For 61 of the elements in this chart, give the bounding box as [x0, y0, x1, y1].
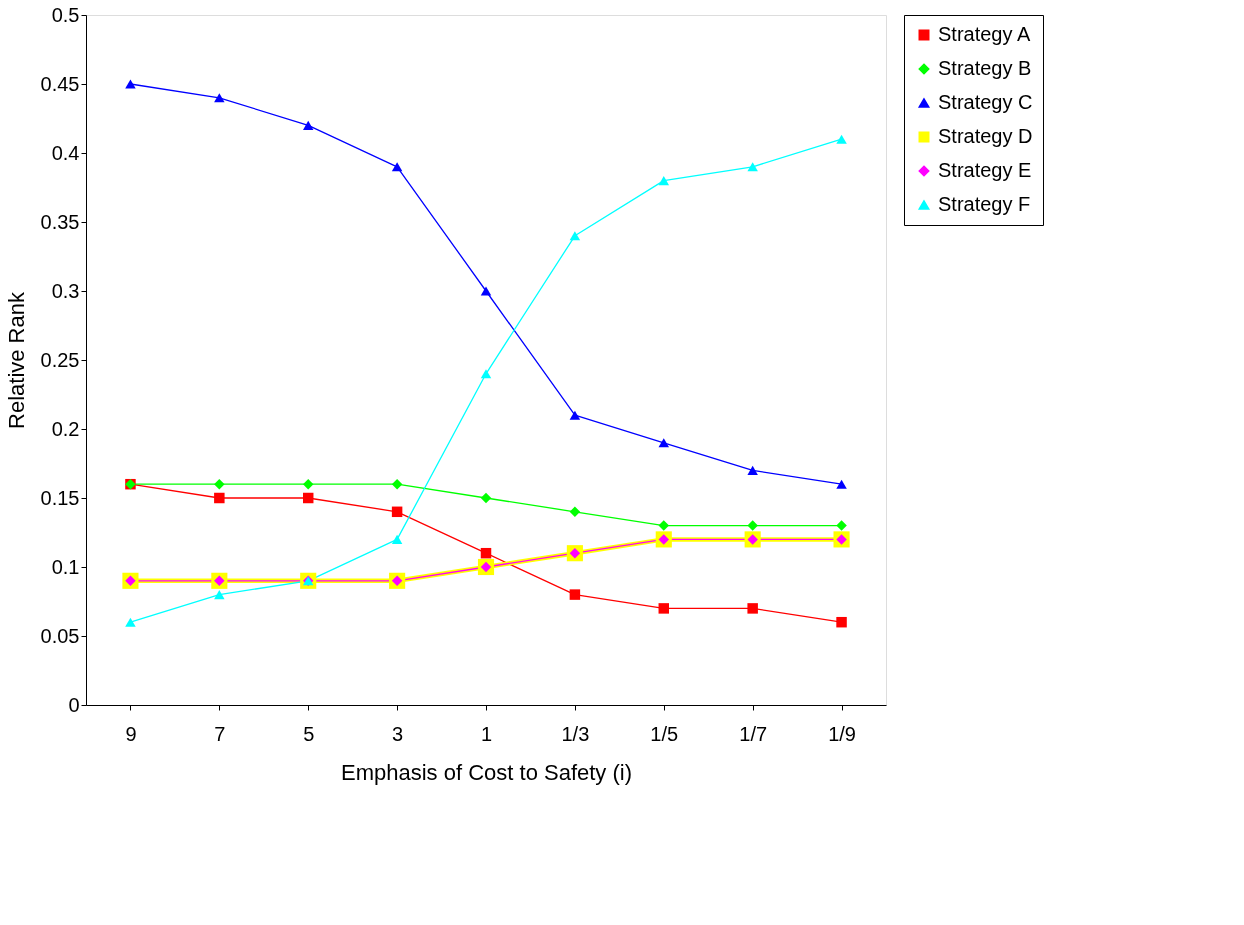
point [302, 492, 314, 504]
x-tick-label: 5 [303, 722, 315, 745]
y-tick-label: 0.3 [51, 279, 80, 302]
x-tick-label: 1 [480, 722, 493, 745]
legend-label: Strategy D [938, 125, 1033, 147]
point [125, 617, 136, 627]
x-tick-label: 1/3 [561, 722, 590, 745]
legend-label: Strategy C [938, 91, 1033, 113]
point [480, 547, 492, 559]
point [214, 93, 225, 103]
y-tick-label: 0.25 [40, 348, 80, 371]
point [569, 506, 581, 518]
point [747, 162, 758, 172]
point [214, 590, 225, 600]
point [214, 492, 225, 504]
point [391, 478, 403, 490]
legend-label: Strategy B [938, 57, 1032, 79]
y-tick-label: 0.35 [40, 210, 80, 233]
point [391, 534, 403, 544]
y-tick-label: 0.05 [40, 624, 80, 647]
point [747, 520, 758, 531]
y-tick-label: 0.15 [40, 486, 80, 509]
point [480, 492, 492, 504]
point [214, 478, 225, 490]
legend-label: Strategy E [938, 159, 1032, 181]
x-axis-title: Emphasis of Cost to Safety (i) [341, 759, 632, 785]
x-tick-label: 7 [214, 722, 226, 745]
y-tick-label: 0.2 [51, 417, 80, 440]
point [658, 176, 670, 186]
point [836, 616, 847, 628]
point [569, 410, 581, 420]
point [302, 478, 314, 490]
y-tick-label: 0.1 [51, 555, 80, 578]
point [836, 479, 847, 489]
x-tick-label: 3 [392, 722, 404, 745]
point [125, 79, 136, 89]
point [302, 120, 314, 130]
point [747, 603, 758, 614]
y-tick-label: 0 [68, 693, 80, 716]
point [569, 589, 581, 600]
point [569, 231, 581, 241]
y-tick-label: 0.4 [51, 141, 80, 164]
point [658, 438, 670, 448]
y-axis-title: Relative Rank [3, 291, 29, 429]
point [391, 506, 403, 518]
legend-label: Strategy F [938, 193, 1031, 215]
point [836, 520, 847, 531]
point [658, 603, 670, 614]
point [836, 134, 847, 144]
x-tick-label: 1/5 [650, 722, 679, 745]
x-tick-label: 1/9 [828, 722, 856, 745]
point [391, 162, 403, 172]
point [480, 369, 492, 379]
point [747, 465, 758, 475]
x-tick-label: 1/7 [739, 722, 768, 745]
y-tick-label: 0.5 [51, 3, 80, 26]
point [480, 286, 492, 296]
point [658, 520, 670, 531]
legend-label: Strategy A [938, 23, 1031, 45]
y-tick-label: 0.45 [40, 72, 80, 95]
x-tick-label: 9 [125, 722, 137, 745]
